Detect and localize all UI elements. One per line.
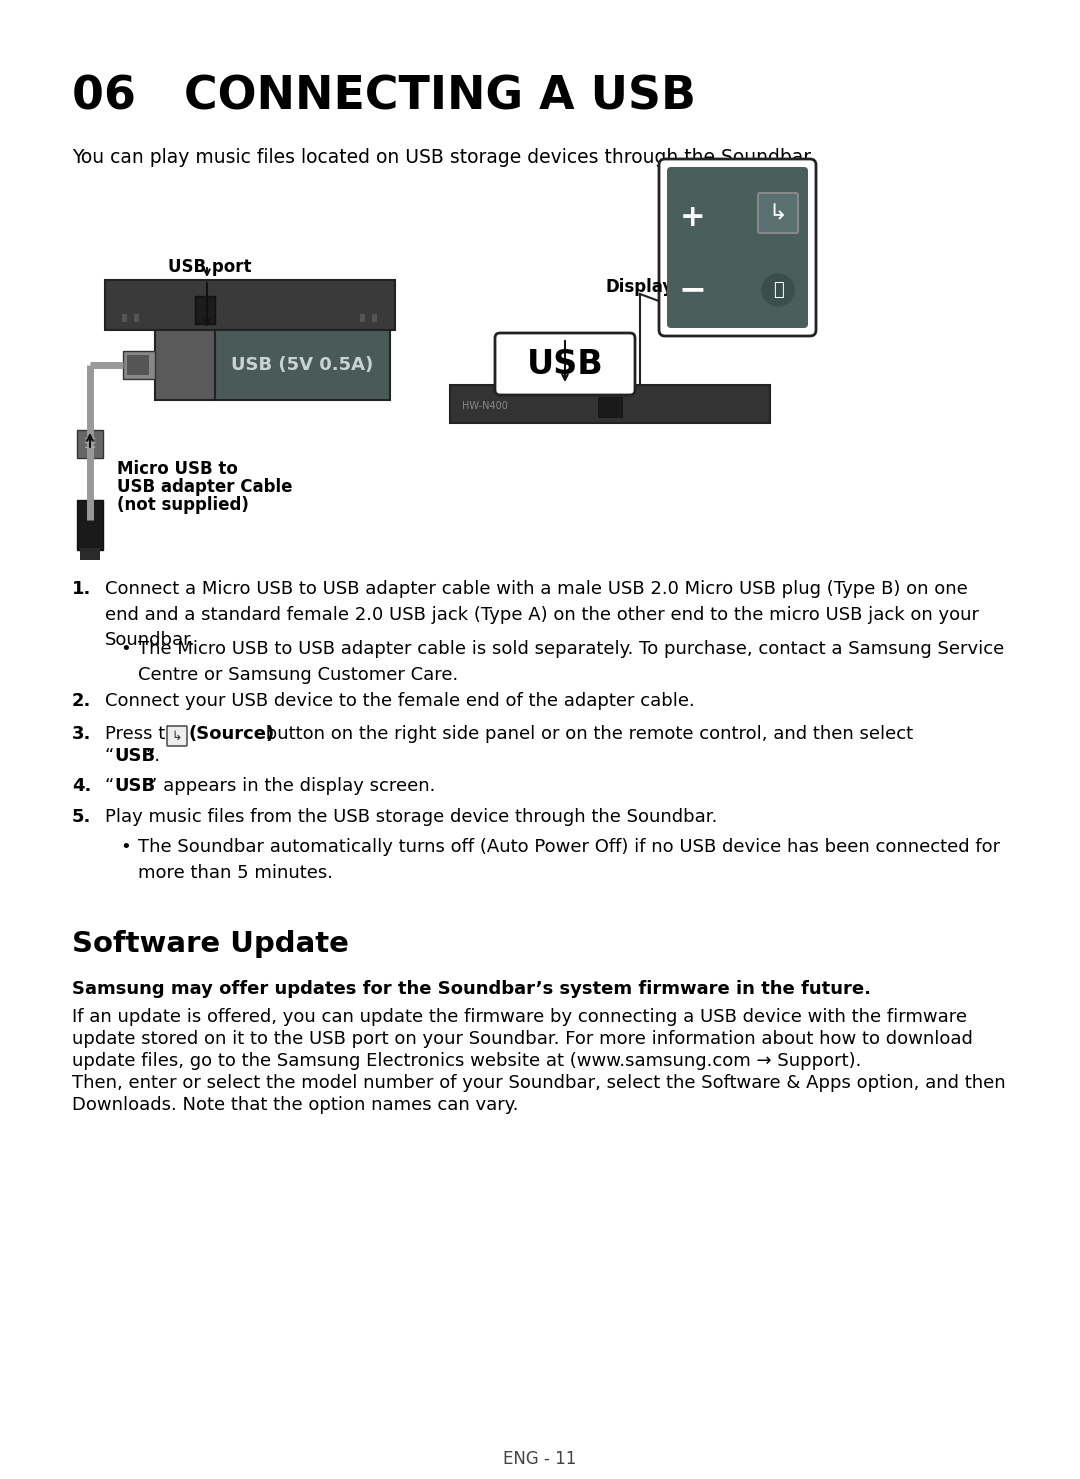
Text: “: “: [105, 776, 114, 796]
Text: ” appears in the display screen.: ” appears in the display screen.: [148, 776, 435, 796]
FancyBboxPatch shape: [167, 726, 187, 745]
Bar: [77, 500, 103, 550]
Text: •: •: [120, 640, 131, 658]
FancyBboxPatch shape: [659, 160, 816, 336]
Text: The Micro USB to USB adapter cable is sold separately. To purchase, contact a Sa: The Micro USB to USB adapter cable is so…: [138, 640, 1004, 683]
FancyBboxPatch shape: [758, 192, 798, 234]
Text: The Soundbar automatically turns off (Auto Power Off) if no USB device has been : The Soundbar automatically turns off (Au…: [138, 839, 1000, 881]
Text: 2.: 2.: [72, 692, 92, 710]
Text: •: •: [120, 839, 131, 856]
Text: USB (5V 0.5A): USB (5V 0.5A): [231, 356, 373, 374]
Text: (not supplied): (not supplied): [117, 495, 248, 515]
Text: ”.: ”.: [145, 747, 160, 765]
Text: ⏻: ⏻: [772, 281, 783, 299]
Text: Samsung may offer updates for the Soundbar’s system firmware in the future.: Samsung may offer updates for the Soundb…: [72, 981, 870, 998]
Text: USB port: USB port: [168, 257, 252, 277]
Text: USB adapter Cable: USB adapter Cable: [117, 478, 293, 495]
Text: update files, go to the Samsung Electronics website at (www.samsung.com → Suppor: update files, go to the Samsung Electron…: [72, 1052, 862, 1069]
Text: 1.: 1.: [72, 580, 92, 598]
Bar: [360, 314, 365, 322]
Bar: [127, 355, 149, 376]
Bar: [195, 296, 215, 324]
Bar: [105, 280, 395, 330]
Text: Downloads. Note that the option names can vary.: Downloads. Note that the option names ca…: [72, 1096, 518, 1114]
Text: button on the right side panel or on the remote control, and then select: button on the right side panel or on the…: [260, 725, 913, 742]
Text: HW-N400: HW-N400: [462, 401, 508, 411]
Text: update stored on it to the USB port on your Soundbar. For more information about: update stored on it to the USB port on y…: [72, 1029, 973, 1049]
Bar: [450, 385, 770, 423]
Text: Micro USB to: Micro USB to: [117, 460, 238, 478]
Bar: [598, 396, 622, 417]
Text: “: “: [105, 747, 114, 765]
Text: 4.: 4.: [72, 776, 92, 796]
FancyBboxPatch shape: [495, 333, 635, 395]
Text: USB: USB: [114, 776, 156, 796]
Bar: [372, 314, 377, 322]
Text: USB: USB: [114, 747, 156, 765]
Bar: [122, 314, 127, 322]
Text: Then, enter or select the model number of your Soundbar, select the Software & A: Then, enter or select the model number o…: [72, 1074, 1005, 1092]
Text: 06   CONNECTING A USB: 06 CONNECTING A USB: [72, 75, 696, 120]
Text: If an update is offered, you can update the firmware by connecting a USB device : If an update is offered, you can update …: [72, 1009, 967, 1026]
Bar: [134, 314, 139, 322]
Circle shape: [762, 274, 794, 306]
Text: Software Update: Software Update: [72, 930, 349, 958]
Text: ☷: ☷: [84, 436, 96, 451]
Text: 3.: 3.: [72, 725, 92, 742]
Text: ENG - 11: ENG - 11: [503, 1449, 577, 1469]
Bar: [77, 430, 103, 458]
Text: USB: USB: [527, 348, 604, 380]
Bar: [123, 351, 156, 379]
Text: +: +: [680, 203, 706, 232]
Text: ↳: ↳: [769, 203, 787, 223]
Text: Display: Display: [606, 278, 674, 296]
Text: You can play music files located on USB storage devices through the Soundbar.: You can play music files located on USB …: [72, 148, 815, 167]
Text: Connect a Micro USB to USB adapter cable with a male USB 2.0 Micro USB plug (Typ: Connect a Micro USB to USB adapter cable…: [105, 580, 978, 649]
Text: Press the: Press the: [105, 725, 193, 742]
Bar: [215, 330, 390, 399]
Text: −: −: [679, 274, 707, 306]
FancyBboxPatch shape: [667, 167, 808, 328]
Bar: [80, 549, 100, 561]
Text: Connect your USB device to the female end of the adapter cable.: Connect your USB device to the female en…: [105, 692, 694, 710]
Text: ↳: ↳: [172, 729, 183, 742]
Text: (Source): (Source): [189, 725, 275, 742]
Bar: [156, 330, 215, 399]
Text: Play music files from the USB storage device through the Soundbar.: Play music files from the USB storage de…: [105, 808, 717, 825]
Text: 5.: 5.: [72, 808, 92, 825]
